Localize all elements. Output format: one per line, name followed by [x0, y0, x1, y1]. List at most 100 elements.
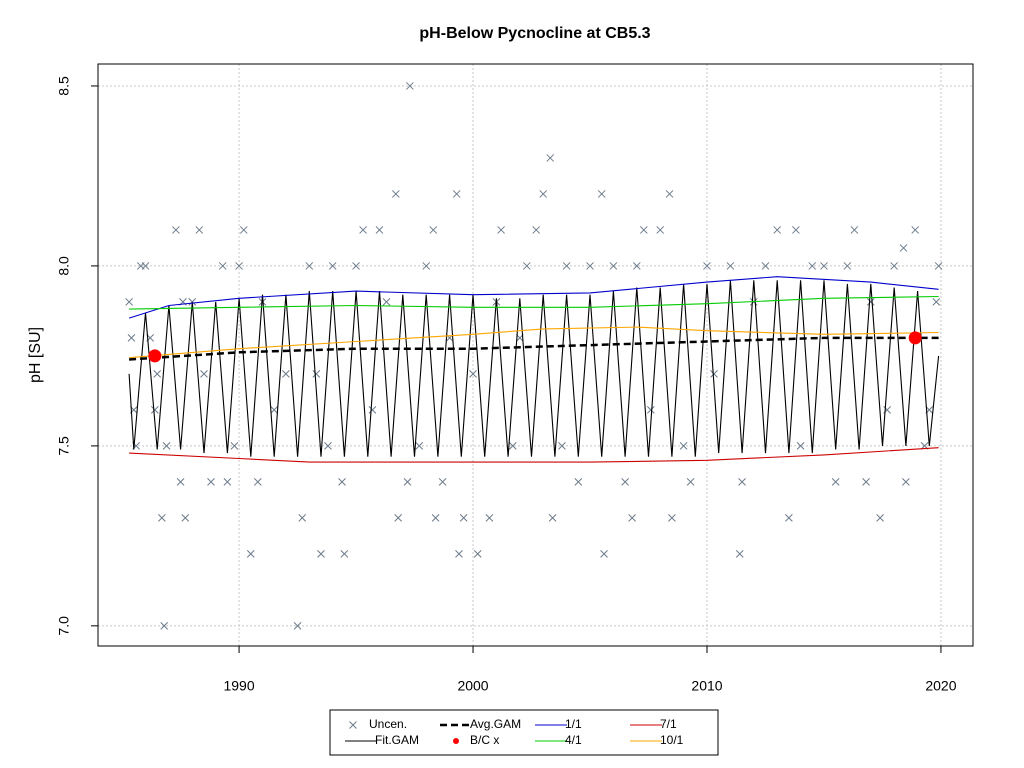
series-line [129, 326, 939, 359]
legend-label: Uncen. [369, 717, 407, 731]
data-point [656, 226, 665, 234]
legend-label: 10/1 [660, 733, 684, 747]
data-point [761, 262, 770, 270]
series-line [129, 336, 939, 361]
data-point [282, 370, 290, 378]
data-point [726, 262, 735, 270]
data-point [391, 190, 400, 198]
data-point [298, 514, 307, 522]
data-point [340, 550, 349, 558]
data-point [431, 514, 440, 522]
data-point [158, 514, 166, 522]
data-point [738, 478, 746, 486]
data-point [455, 550, 463, 558]
data-point [338, 478, 346, 486]
y-tick-label: 7.0 [56, 616, 72, 636]
data-point [438, 478, 447, 486]
data-point [597, 190, 606, 198]
x-tick-label: 2020 [925, 678, 956, 694]
data-point [796, 442, 805, 450]
data-point [735, 550, 744, 558]
data-point [459, 514, 468, 522]
y-tick-label: 7.5 [56, 436, 72, 456]
data-point [403, 478, 412, 486]
data-point [162, 442, 171, 450]
data-point [808, 262, 817, 270]
data-point [473, 550, 482, 558]
chart-title: pH-Below Pycnocline at CB5.3 [419, 25, 650, 42]
data-point [246, 550, 255, 558]
data-point [586, 262, 594, 270]
data-point [703, 262, 711, 270]
data-point [317, 550, 325, 558]
data-point [324, 442, 332, 450]
data-point [253, 478, 262, 486]
data-point [686, 478, 695, 486]
data-point [125, 298, 133, 306]
data-point [532, 226, 541, 234]
data-point [639, 226, 648, 234]
data-point [820, 262, 828, 270]
data-point [932, 298, 941, 306]
data-point [352, 262, 360, 270]
data-point [609, 262, 618, 270]
data-point [876, 514, 884, 522]
data-point [546, 154, 555, 162]
data-point [911, 226, 920, 234]
data-point [153, 370, 162, 378]
data-point [574, 478, 583, 486]
legend-label: 7/1 [660, 717, 677, 731]
data-point [415, 442, 424, 450]
data-point [773, 226, 782, 234]
bc-point [908, 331, 922, 345]
data-point [862, 478, 870, 486]
data-point [831, 478, 840, 486]
legend-label: B/C x [470, 733, 499, 747]
data-point [508, 442, 517, 450]
data-point [368, 406, 377, 414]
data-point [866, 298, 875, 306]
data-point [359, 226, 367, 234]
data-point [522, 262, 531, 270]
data-point [200, 370, 208, 378]
series-line [129, 447, 939, 463]
data-point [485, 514, 494, 522]
data-point [843, 262, 852, 270]
legend-label: 4/1 [565, 733, 582, 747]
data-point [160, 621, 169, 630]
data-point [328, 262, 337, 270]
data-point [293, 621, 302, 630]
data-point [621, 478, 629, 486]
data-point [934, 262, 943, 270]
data-point [422, 262, 431, 270]
data-point [668, 514, 676, 522]
data-point [218, 262, 227, 270]
data-point [270, 406, 279, 414]
data-point [628, 514, 636, 522]
data-point [172, 226, 180, 234]
data-point [469, 370, 477, 378]
data-point [429, 226, 438, 234]
data-point [394, 514, 403, 522]
data-point [235, 262, 243, 270]
data-point [497, 226, 505, 234]
legend-swatch [349, 721, 357, 729]
data-point [375, 226, 384, 234]
y-tick-label: 8.0 [56, 256, 72, 276]
legend-label: 1/1 [565, 717, 582, 731]
data-point [548, 514, 557, 522]
y-tick-label: 8.5 [56, 76, 72, 96]
y-axis-label: pH [SU] [27, 327, 44, 383]
data-point [312, 370, 321, 378]
data-point [150, 406, 159, 414]
data-point [899, 244, 908, 252]
data-point [176, 478, 185, 486]
data-point [181, 514, 190, 522]
data-point [558, 442, 566, 450]
legend-swatch [453, 738, 459, 744]
x-tick-label: 1990 [223, 678, 254, 694]
data-point [539, 190, 548, 198]
data-point [850, 226, 859, 234]
